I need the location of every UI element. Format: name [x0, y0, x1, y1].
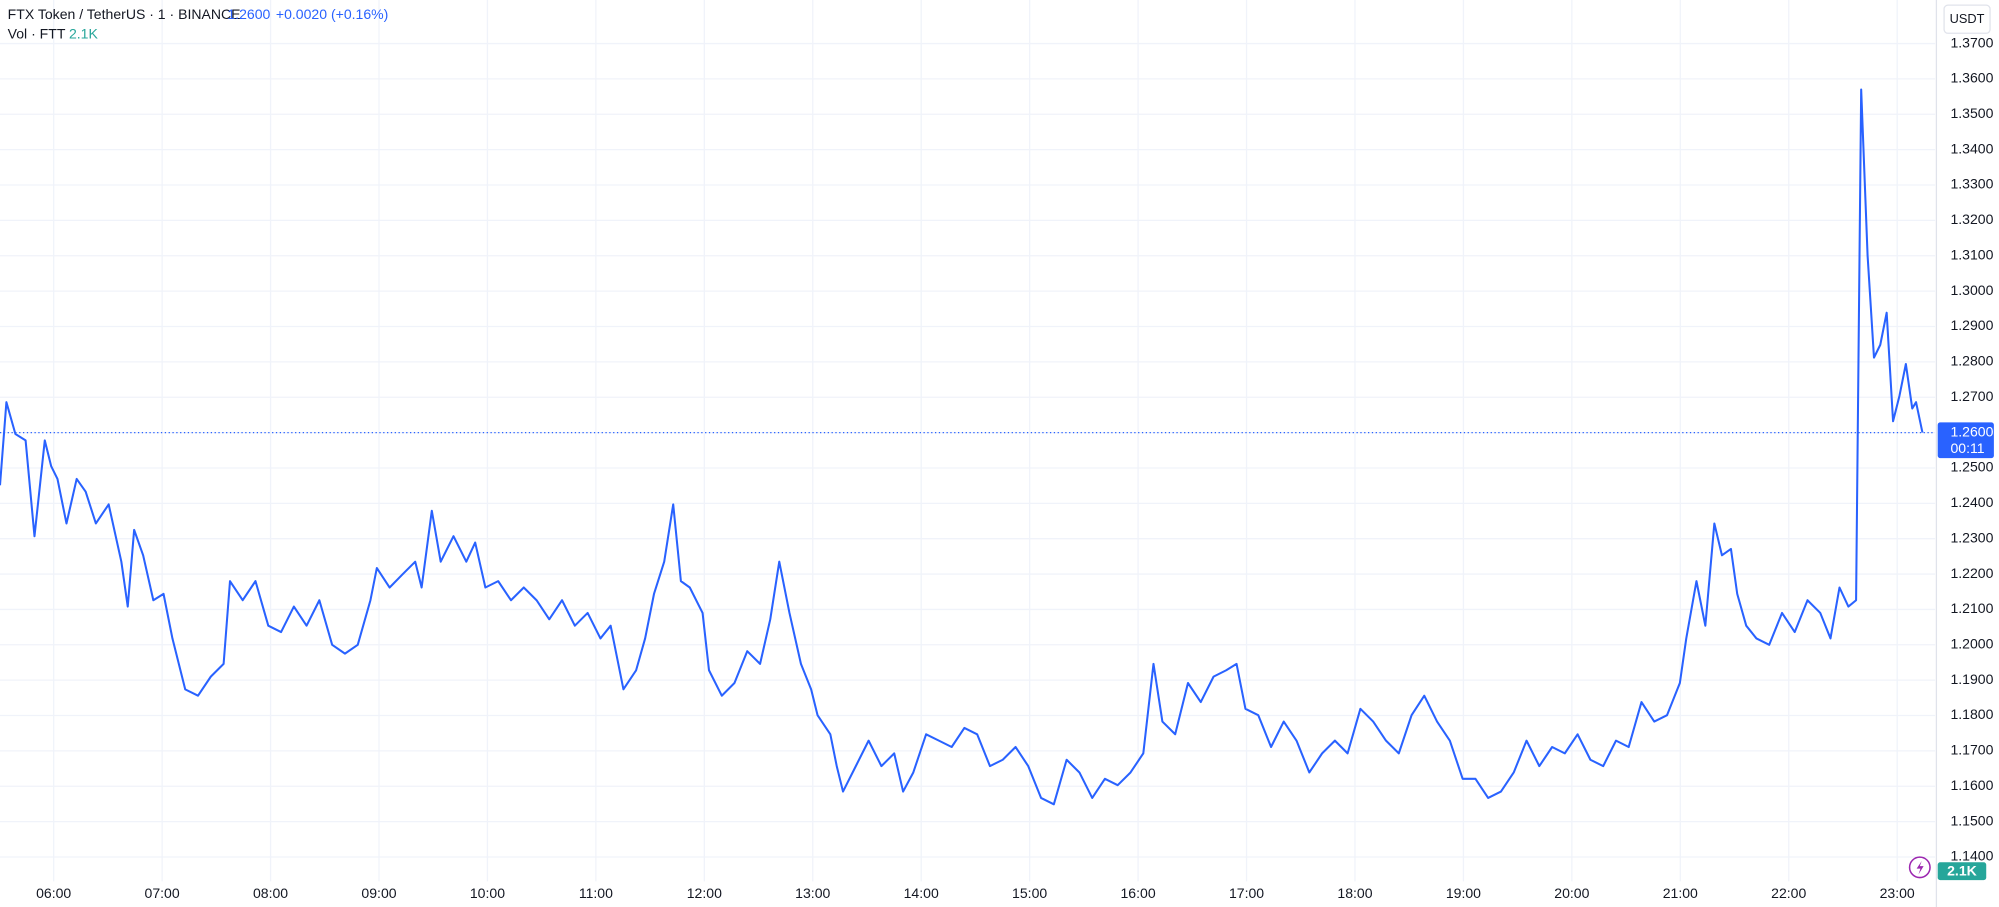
y-tick-label: 1.3600	[1950, 70, 1993, 86]
last-price-box	[1937, 422, 1994, 459]
volume-label: Vol · FTT	[8, 25, 66, 41]
y-tick-label: 1.1900	[1950, 671, 1993, 687]
y-tick-label: 1.1800	[1950, 706, 1993, 722]
y-tick-label: 1.2200	[1950, 565, 1993, 581]
volume-badge-text: 2.1K	[1947, 863, 1978, 879]
x-tick-label: 21:00	[1663, 885, 1698, 901]
y-tick-label: 1.3300	[1950, 176, 1993, 192]
x-tick-label: 09:00	[361, 885, 396, 901]
header-change: +0.0020 (+0.16%)	[276, 6, 388, 22]
y-tick-label: 1.2700	[1950, 388, 1993, 404]
y-tick-label: 1.3700	[1950, 34, 1993, 50]
x-tick-label: 06:00	[36, 885, 71, 901]
y-tick-label: 1.2500	[1950, 459, 1993, 475]
plot	[0, 88, 1936, 806]
y-tick-label: 1.3500	[1950, 105, 1993, 121]
countdown: 00:11	[1950, 440, 1984, 456]
y-tick-label: 1.3000	[1950, 282, 1993, 298]
x-tick-label: 08:00	[253, 885, 288, 901]
y-tick-label: 1.2900	[1950, 317, 1993, 333]
x-tick-label: 16:00	[1121, 885, 1156, 901]
x-tick-label: 18:00	[1337, 885, 1372, 901]
y-tick-label: 1.2000	[1950, 636, 1993, 652]
x-tick-label: 20:00	[1554, 885, 1589, 901]
last-price-label: 1.2600	[1950, 423, 1993, 439]
y-tick-label: 1.2800	[1950, 353, 1993, 369]
x-tick-label: 10:00	[470, 885, 505, 901]
y-tick-label: 1.3200	[1950, 211, 1993, 227]
header-price: 1.2600	[227, 6, 270, 22]
currency: USDT	[1950, 11, 1985, 26]
x-tick-label: 19:00	[1446, 885, 1481, 901]
volume-badge	[1937, 862, 1987, 881]
y-tick-label: 1.3100	[1950, 246, 1993, 262]
y-tick-label: 1.1500	[1950, 812, 1993, 828]
lightning-icon	[1916, 860, 1924, 875]
x-tick-label: 13:00	[795, 885, 830, 901]
y-tick-label: 1.2100	[1950, 600, 1993, 616]
grid	[0, 0, 1936, 882]
symbol: FTX Token / TetherUS · 1 · BINANCE	[8, 6, 241, 22]
x-tick-label: 17:00	[1229, 885, 1264, 901]
y-tick-label: 1.3400	[1950, 140, 1993, 156]
x-tick-label: 15:00	[1012, 885, 1047, 901]
x-tick-label: 23:00	[1880, 885, 1915, 901]
x-tick-label: 14:00	[904, 885, 939, 901]
x-tick-label: 22:00	[1771, 885, 1806, 901]
x-tick-label: 12:00	[687, 885, 722, 901]
x-tick-label: 11:00	[579, 885, 613, 901]
y-tick-label: 1.2300	[1950, 529, 1993, 545]
price-line	[0, 88, 1924, 806]
y-tick-label: 1.2400	[1950, 494, 1993, 510]
y-tick-label: 1.1400	[1950, 848, 1993, 864]
volume-value: 2.1K	[69, 25, 99, 41]
y-tick-label: 1.1700	[1950, 742, 1993, 758]
currency-box[interactable]	[1943, 4, 1991, 34]
x-tick-label: 07:00	[145, 885, 180, 901]
y-tick-label: 1.1600	[1950, 777, 1993, 793]
